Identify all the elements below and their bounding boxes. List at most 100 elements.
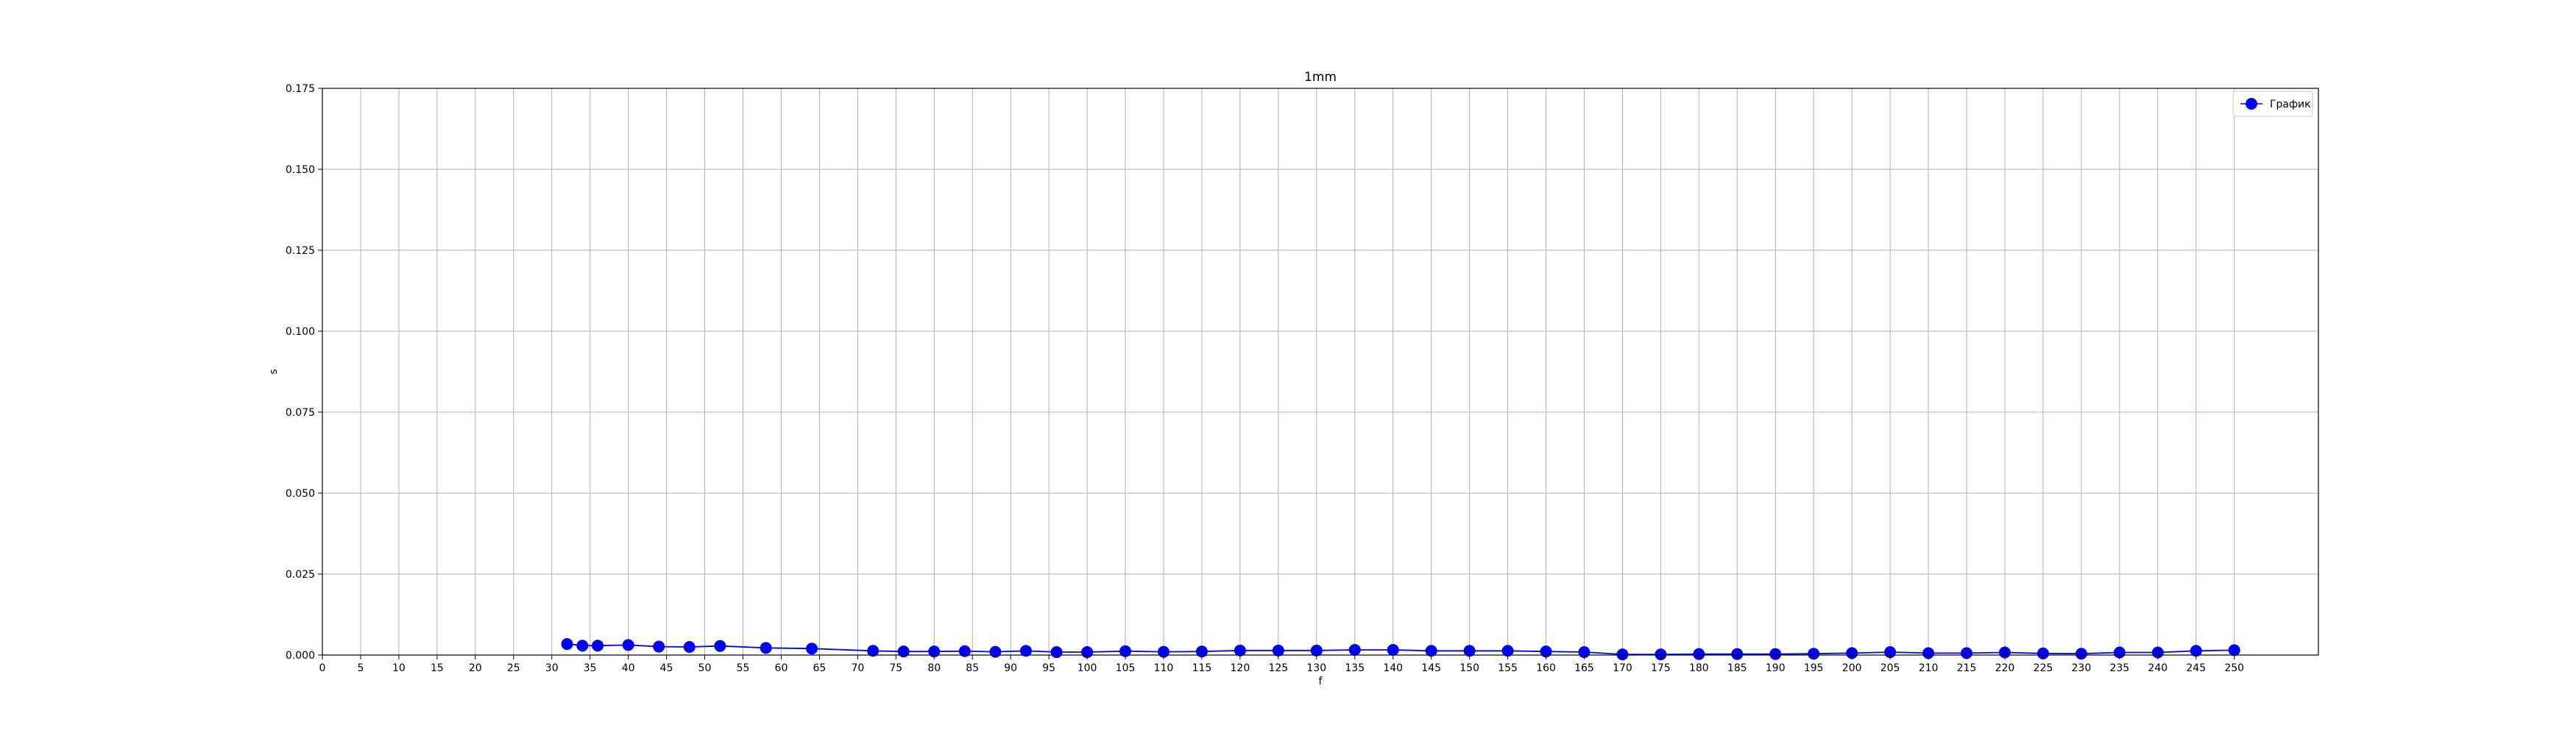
x-tick-label: 165 xyxy=(1574,662,1594,674)
data-point xyxy=(1348,643,1361,656)
x-tick-label: 150 xyxy=(1459,662,1479,674)
y-tick-label: 0.100 xyxy=(286,326,315,338)
x-tick-label: 5 xyxy=(357,662,364,674)
data-point xyxy=(1050,646,1063,659)
x-tick-label: 110 xyxy=(1154,662,1174,674)
x-tick-label: 235 xyxy=(2109,662,2129,674)
x-tick-label: 45 xyxy=(660,662,673,674)
x-tick-label: 80 xyxy=(927,662,941,674)
x-tick-label: 0 xyxy=(319,662,326,674)
data-point xyxy=(1501,645,1514,657)
y-tick-label: 0.050 xyxy=(286,488,315,500)
data-point xyxy=(897,645,910,658)
x-tick-label: 85 xyxy=(966,662,979,674)
data-point xyxy=(1616,648,1629,661)
data-point xyxy=(1808,648,1820,660)
x-tick-label: 20 xyxy=(469,662,482,674)
data-point xyxy=(1922,647,1935,659)
x-tick-label: 170 xyxy=(1613,662,1632,674)
y-tick-label: 0.150 xyxy=(286,164,315,176)
data-point xyxy=(683,641,696,653)
x-tick-label: 40 xyxy=(622,662,635,674)
series-layer xyxy=(561,638,2240,661)
data-point xyxy=(1019,645,1032,657)
data-point xyxy=(1119,645,1132,657)
x-tick-label: 120 xyxy=(1231,662,1250,674)
y-tick-label: 0.175 xyxy=(286,83,315,95)
grid xyxy=(322,88,2318,656)
legend-box xyxy=(2232,91,2313,117)
data-point xyxy=(1655,648,1667,661)
data-point xyxy=(867,645,880,657)
data-point xyxy=(1387,643,1399,656)
x-tick-label: 95 xyxy=(1042,662,1055,674)
x-tick-label: 240 xyxy=(2148,662,2168,674)
x-tick-label: 210 xyxy=(1919,662,1939,674)
y-tick-label: 0.125 xyxy=(286,245,315,257)
data-point xyxy=(1272,644,1284,657)
x-tick-label: 30 xyxy=(545,662,559,674)
data-point xyxy=(1961,647,1973,659)
legend-label: График xyxy=(2270,99,2311,110)
x-tick-label: 90 xyxy=(1004,662,1017,674)
data-point xyxy=(653,640,665,653)
data-point xyxy=(1234,644,1246,657)
data-point xyxy=(1769,648,1782,660)
x-tick-label: 155 xyxy=(1498,662,1518,674)
data-point xyxy=(576,640,589,652)
data-point xyxy=(989,645,1002,658)
data-point xyxy=(760,642,772,654)
x-tick-label: 105 xyxy=(1116,662,1136,674)
data-point xyxy=(714,640,726,652)
data-point xyxy=(2075,648,2087,660)
data-point xyxy=(2228,644,2240,657)
y-tick-label: 0.000 xyxy=(286,650,315,662)
x-tick-label: 185 xyxy=(1727,662,1747,674)
x-tick-label: 225 xyxy=(2034,662,2053,674)
y-tick-label: 0.075 xyxy=(286,407,315,419)
x-tick-label: 115 xyxy=(1192,662,1212,674)
x-tick-label: 175 xyxy=(1651,662,1671,674)
x-tick-label: 200 xyxy=(1842,662,1862,674)
x-tick-label: 75 xyxy=(889,662,902,674)
x-tick-label: 10 xyxy=(392,662,406,674)
data-point xyxy=(561,638,573,651)
x-tick-label: 215 xyxy=(1957,662,1977,674)
y-tick-label: 0.025 xyxy=(286,569,315,581)
x-tick-label: 140 xyxy=(1383,662,1403,674)
x-tick-label: 60 xyxy=(775,662,788,674)
x-tick-label: 220 xyxy=(1995,662,2015,674)
data-point xyxy=(1310,644,1323,657)
x-tick-label: 250 xyxy=(2224,662,2244,674)
data-point xyxy=(1425,645,1437,657)
x-tick-label: 100 xyxy=(1078,662,1097,674)
chart-title: 1mm xyxy=(1304,70,1337,85)
y-axis-label: s xyxy=(268,369,280,374)
legend: График xyxy=(2232,91,2313,117)
x-tick-label: 135 xyxy=(1345,662,1365,674)
data-point xyxy=(1693,648,1705,660)
ticks: 0 5 10 15 20 25 30 35 40 45 50 55 60 65 70 75 80 85 90 95 10… xyxy=(286,83,2244,674)
x-tick-label: 125 xyxy=(1268,662,1288,674)
data-point xyxy=(592,640,604,652)
data-point xyxy=(1540,645,1552,658)
data-point xyxy=(622,639,634,651)
x-tick-label: 130 xyxy=(1306,662,1326,674)
data-point xyxy=(958,645,971,657)
x-tick-label: 180 xyxy=(1689,662,1709,674)
x-tick-label: 65 xyxy=(813,662,826,674)
x-tick-label: 25 xyxy=(507,662,520,674)
legend-circle-marker xyxy=(2246,98,2257,110)
x-tick-label: 205 xyxy=(1880,662,1900,674)
data-point xyxy=(1195,645,1208,658)
x-tick-label: 195 xyxy=(1804,662,1824,674)
x-tick-label: 160 xyxy=(1536,662,1556,674)
x-tick-label: 145 xyxy=(1421,662,1441,674)
data-point xyxy=(1846,647,1858,659)
data-point xyxy=(2037,647,2049,659)
x-tick-label: 55 xyxy=(737,662,750,674)
x-tick-label: 50 xyxy=(698,662,712,674)
data-point xyxy=(1463,645,1476,657)
x-tick-label: 70 xyxy=(851,662,864,674)
